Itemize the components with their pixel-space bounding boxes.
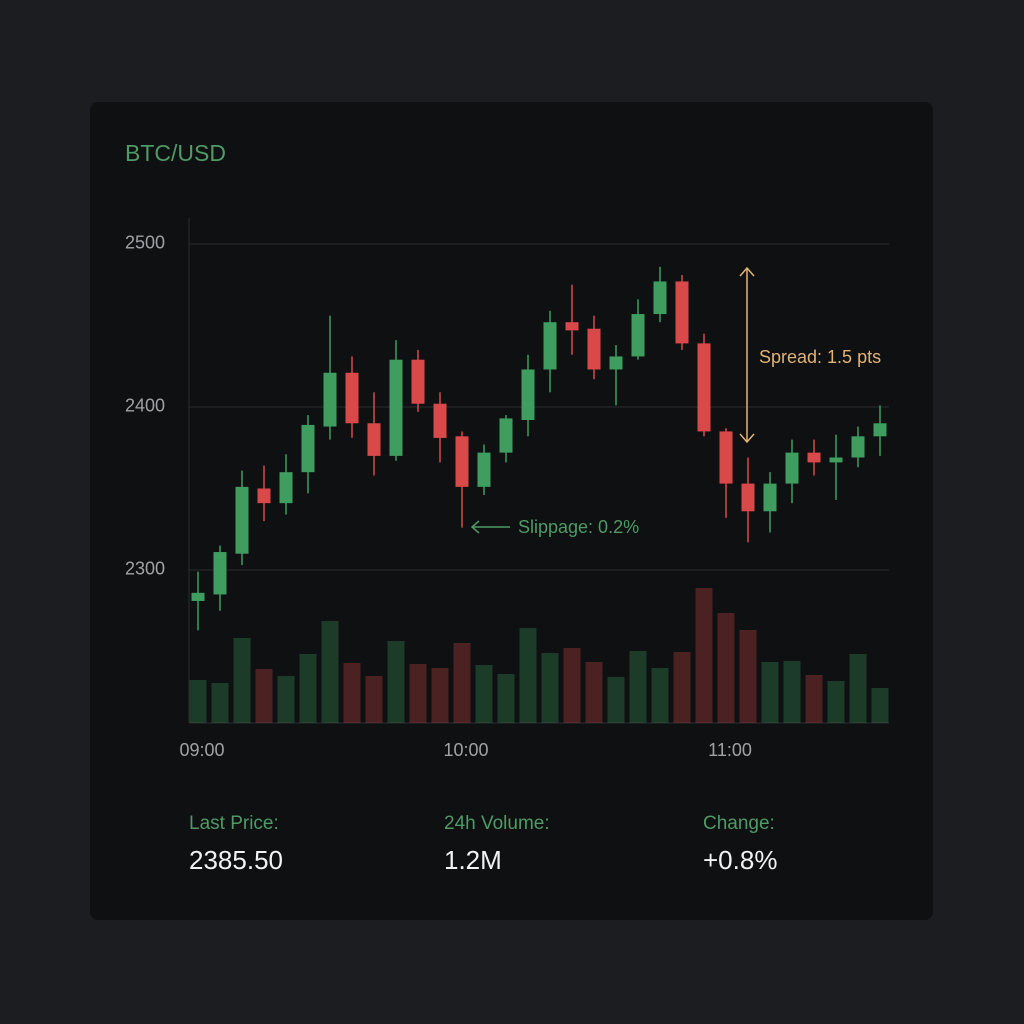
candle-body: [455, 436, 469, 487]
spread-annotation: Spread: 1.5 pts: [759, 347, 881, 367]
candle-body: [301, 424, 315, 473]
volume-bar: [849, 654, 867, 723]
y-tick-label: 2500: [125, 233, 165, 253]
volume-bar: [563, 648, 581, 723]
candle-body: [235, 486, 249, 554]
candle-body: [499, 418, 513, 453]
candle-body: [675, 281, 689, 344]
volume-bar: [761, 662, 779, 723]
candle-body: [741, 483, 755, 512]
candle-body: [829, 457, 843, 463]
candle-body: [763, 483, 777, 512]
volume-bar: [189, 680, 207, 723]
candle-body: [411, 359, 425, 404]
chart-title: BTC/USD: [125, 140, 226, 166]
y-tick-label: 2400: [125, 396, 165, 416]
volume-bar: [541, 653, 559, 723]
volume-bar: [739, 630, 757, 723]
candle-body: [587, 328, 601, 370]
stat-value: +0.8%: [703, 845, 778, 875]
slippage-annotation: Slippage: 0.2%: [518, 517, 639, 537]
x-tick-label: 09:00: [179, 740, 224, 760]
candle-body: [345, 372, 359, 424]
stat-label: Last Price:: [189, 813, 279, 834]
volume-bar: [519, 628, 537, 723]
candle-body: [257, 488, 271, 504]
volume-bar: [673, 652, 691, 723]
candle-body: [367, 423, 381, 456]
volume-bar: [805, 675, 823, 723]
candle-body: [279, 472, 293, 504]
candle-body: [191, 592, 205, 601]
volume-bar: [321, 621, 339, 723]
volume-bar: [453, 643, 471, 723]
stat-value: 1.2M: [444, 845, 502, 875]
candle-body: [213, 552, 227, 595]
volume-bar: [431, 668, 449, 723]
candle-body: [785, 452, 799, 484]
x-tick-label: 11:00: [708, 740, 752, 760]
volume-bar: [629, 651, 647, 723]
candle-body: [631, 314, 645, 357]
spread-arrowhead: [739, 266, 755, 444]
volume-bar: [299, 654, 317, 723]
candle-body: [609, 356, 623, 370]
candle-body: [653, 281, 667, 315]
volume-bar: [827, 681, 845, 723]
volume-bar: [717, 613, 735, 723]
volume-bar: [409, 664, 427, 723]
candle-body: [719, 431, 733, 484]
stat-label: Change:: [703, 813, 775, 834]
volume-bar: [475, 665, 493, 723]
y-tick-label: 2300: [125, 559, 165, 579]
candle-body: [323, 372, 337, 427]
volume-bar: [277, 676, 295, 723]
candle-body: [807, 452, 821, 463]
volume-bar: [211, 683, 229, 723]
volume-bar: [233, 638, 251, 723]
candle-body: [521, 369, 535, 421]
volume-bar: [343, 663, 361, 723]
volume-bar: [871, 688, 889, 723]
x-tick-label: 10:00: [443, 740, 488, 760]
volume-bar: [651, 668, 669, 723]
candle-body: [697, 343, 711, 432]
volume-bar: [695, 588, 713, 723]
volume-bar: [255, 669, 273, 723]
stat-label: 24h Volume:: [444, 813, 550, 834]
stat-value: 2385.50: [189, 845, 283, 875]
volume-bar: [387, 641, 405, 723]
candle-body: [851, 436, 865, 458]
volume-bar: [365, 676, 383, 723]
candle-body: [873, 423, 887, 437]
volume-bar: [783, 661, 801, 723]
volume-bar: [585, 662, 603, 723]
volume-bar: [607, 677, 625, 723]
slippage-arrowhead: [470, 520, 480, 534]
chart-card: [90, 102, 933, 920]
candle-body: [543, 322, 557, 370]
volume-bar: [497, 674, 515, 723]
candle-body: [389, 359, 403, 456]
candle-body: [477, 452, 491, 487]
candle-body: [565, 322, 579, 331]
candle-body: [433, 403, 447, 438]
